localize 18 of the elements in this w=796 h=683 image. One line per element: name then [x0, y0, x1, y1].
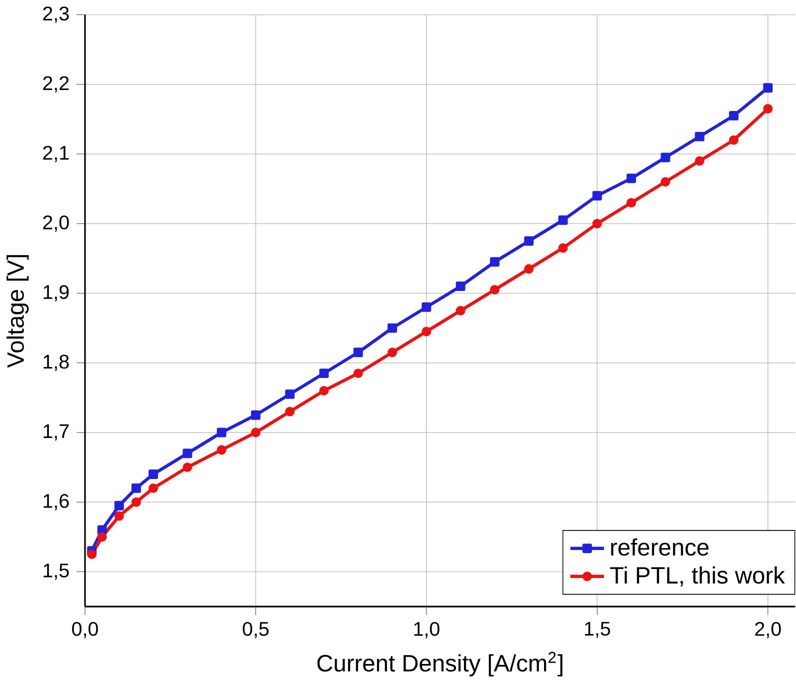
legend-label: reference — [611, 538, 708, 556]
y-tick-label: 1,8 — [44, 354, 69, 372]
y-tick-label: 1,9 — [44, 285, 69, 302]
x-tick-label: 0,0 — [72, 622, 98, 638]
y-tick-label: 1,6 — [44, 494, 69, 510]
y-tick-label: 2,2 — [43, 76, 69, 93]
y-tick-label: 2,1 — [43, 146, 69, 162]
y-axis-title: Voltage [V] — [6, 255, 29, 368]
y-tick-label: 1,5 — [44, 564, 69, 580]
x-tick-label: 0,5 — [242, 622, 269, 638]
y-tick-label: 1,7 — [44, 424, 69, 441]
legend-label: Ti PTL, this work — [610, 566, 785, 587]
x-tick-label: 1,5 — [584, 622, 610, 638]
x-axis-title: Current Density [A/cm$^{2}$] — [317, 652, 562, 676]
x-tick-label: 1,0 — [414, 622, 440, 638]
x-tick-label: 2,0 — [755, 622, 781, 638]
y-tick-label: 2,0 — [43, 216, 69, 232]
y-tick-label: 2,3 — [43, 6, 69, 23]
